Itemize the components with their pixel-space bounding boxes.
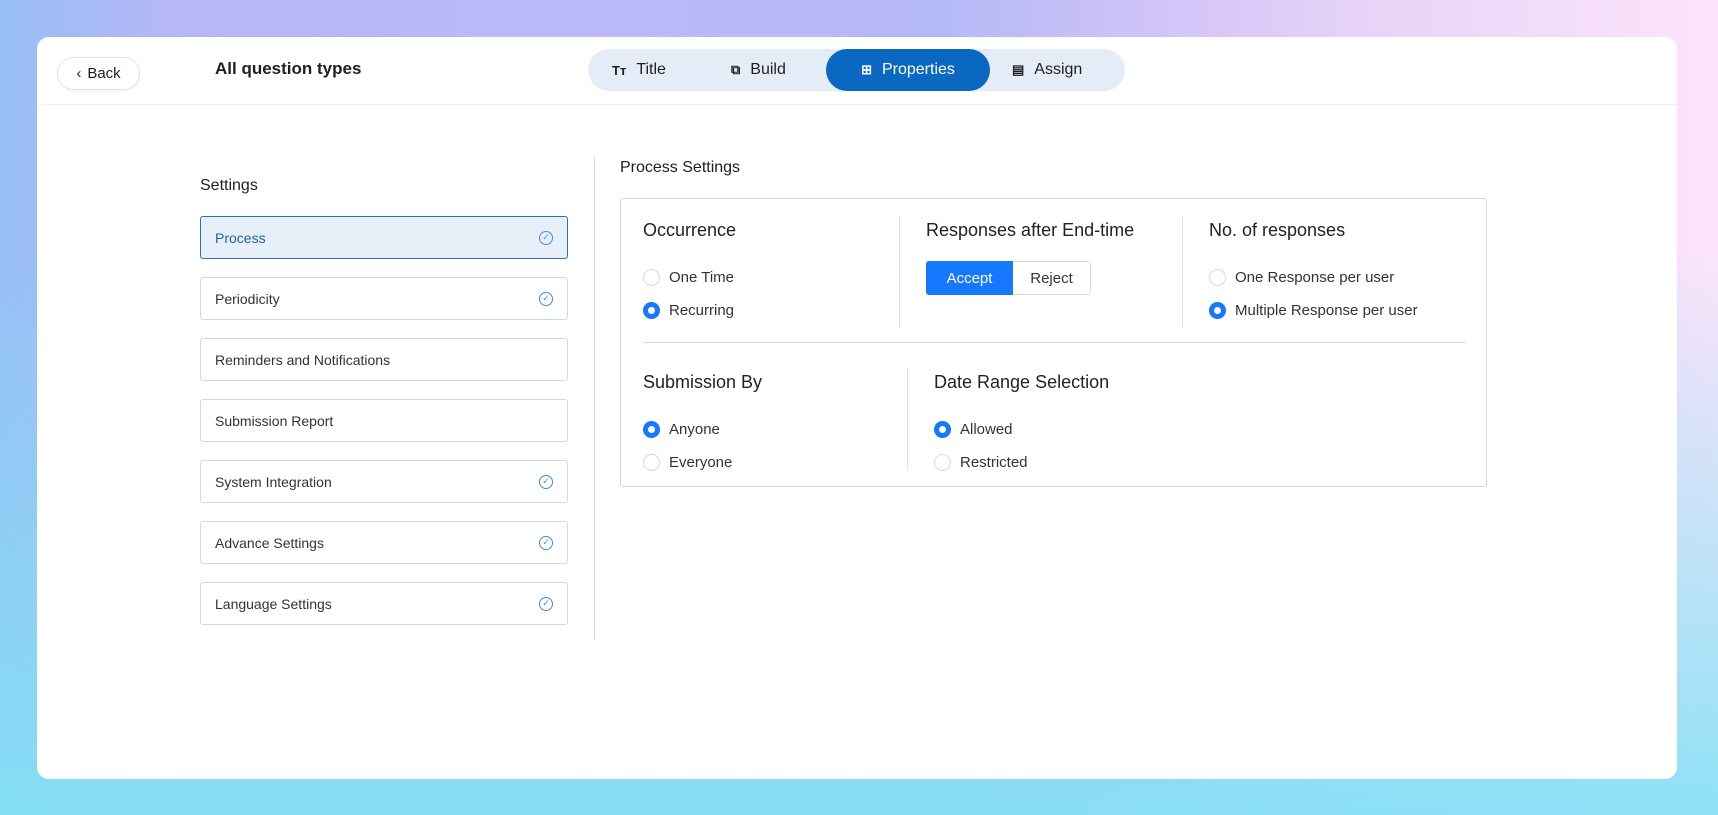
- blocks-icon: ⧉: [731, 62, 741, 77]
- responses-heading: No. of responses: [1209, 220, 1346, 240]
- accept-button[interactable]: Accept: [926, 261, 1013, 295]
- sidebar-item-label: Periodicity: [215, 290, 280, 307]
- tab-properties[interactable]: ⊞ Properties: [826, 49, 990, 91]
- radio-circle[interactable]: [643, 269, 660, 286]
- radio-multiple-response[interactable]: Multiple Response per user: [1209, 294, 1418, 327]
- responses-group: No. of responses One Response per user M…: [1209, 220, 1418, 327]
- tab-label: Assign: [1034, 61, 1083, 78]
- text-icon: Tт: [612, 62, 627, 78]
- check-circle-icon: ✓: [539, 596, 553, 611]
- radio-circle[interactable]: [643, 454, 660, 471]
- radio-one-time[interactable]: One Time: [643, 261, 736, 294]
- sidebar-item-label: Reminders and Notifications: [215, 351, 391, 368]
- back-button[interactable]: ‹ Back: [57, 57, 140, 90]
- radio-restricted[interactable]: Restricted: [934, 446, 1109, 479]
- vertical-divider: [594, 156, 595, 640]
- column-divider: [907, 368, 908, 470]
- check-circle-icon: ✓: [539, 230, 553, 245]
- sidebar-item-process[interactable]: Process ✓: [200, 216, 568, 259]
- occurrence-group: Occurrence One Time Recurring: [643, 220, 736, 327]
- radio-label: Anyone: [669, 421, 720, 438]
- process-settings-title: Process Settings: [620, 159, 741, 176]
- radio-circle-selected[interactable]: [934, 421, 951, 438]
- column-divider: [1182, 217, 1183, 327]
- occurrence-heading: Occurrence: [643, 220, 737, 240]
- sidebar-item-submission-report[interactable]: Submission Report: [200, 399, 568, 442]
- tab-label: Title: [636, 61, 666, 78]
- step-tabs: Tт Title ⧉ Build ⊞ Properties ▤ Assign: [588, 49, 1125, 91]
- sidebar-item-language-settings[interactable]: Language Settings ✓: [200, 582, 568, 625]
- radio-circle[interactable]: [934, 454, 951, 471]
- submission-heading: Submission By: [643, 372, 763, 392]
- tab-build[interactable]: ⧉ Build: [731, 49, 786, 91]
- radio-circle[interactable]: [1209, 269, 1226, 286]
- sliders-icon: ⊞: [861, 62, 872, 77]
- after-end-group: Responses after End-time Accept Reject: [926, 220, 1134, 295]
- sidebar-item-label: Submission Report: [215, 412, 334, 429]
- tab-label: Build: [750, 61, 786, 78]
- radio-label: Allowed: [960, 421, 1013, 438]
- sidebar-item-periodicity[interactable]: Periodicity ✓: [200, 277, 568, 320]
- section-divider: [643, 342, 1466, 343]
- check-circle-icon: ✓: [539, 291, 553, 306]
- radio-circle-selected[interactable]: [643, 421, 660, 438]
- date-range-group: Date Range Selection Allowed Restricted: [934, 372, 1109, 479]
- submission-group: Submission By Anyone Everyone: [643, 372, 762, 479]
- radio-one-response[interactable]: One Response per user: [1209, 261, 1418, 294]
- radio-circle-selected[interactable]: [1209, 302, 1226, 319]
- header-divider: [37, 104, 1677, 105]
- sidebar-item-label: System Integration: [215, 473, 332, 490]
- column-divider: [899, 217, 900, 327]
- main-card: ‹ Back All question types Tт Title ⧉ Build …: [37, 37, 1677, 779]
- check-circle-icon: ✓: [539, 474, 553, 489]
- radio-label: Restricted: [960, 454, 1028, 471]
- sidebar-item-label: Advance Settings: [215, 534, 324, 551]
- accept-reject-toggle: Accept Reject: [926, 261, 1134, 295]
- sidebar-item-system-integration[interactable]: System Integration ✓: [200, 460, 568, 503]
- radio-label: Multiple Response per user: [1235, 302, 1418, 319]
- radio-label: One Time: [669, 269, 735, 286]
- radio-anyone[interactable]: Anyone: [643, 413, 762, 446]
- radio-label: Everyone: [669, 454, 733, 471]
- check-circle-icon: ✓: [539, 535, 553, 550]
- radio-recurring[interactable]: Recurring: [643, 294, 736, 327]
- date-range-heading: Date Range Selection: [934, 372, 1110, 392]
- process-settings-panel: Occurrence One Time Recurring Responses …: [620, 198, 1487, 487]
- after-end-heading: Responses after End-time: [926, 220, 1135, 240]
- page-title: All question types: [215, 59, 362, 78]
- radio-allowed[interactable]: Allowed: [934, 413, 1109, 446]
- back-label: Back: [87, 65, 121, 82]
- tab-assign[interactable]: ▤ Assign: [1012, 49, 1082, 91]
- reject-button[interactable]: Reject: [1013, 261, 1091, 295]
- sidebar-item-label: Process: [215, 229, 266, 246]
- radio-everyone[interactable]: Everyone: [643, 446, 762, 479]
- radio-label: Recurring: [669, 302, 735, 319]
- assign-doc-icon: ▤: [1012, 62, 1025, 77]
- chevron-left-icon: ‹: [76, 65, 82, 82]
- sidebar-item-label: Language Settings: [215, 595, 332, 612]
- sidebar-item-advance-settings[interactable]: Advance Settings ✓: [200, 521, 568, 564]
- settings-heading: Settings: [200, 177, 258, 194]
- tab-label: Properties: [881, 61, 955, 78]
- sidebar-item-reminders[interactable]: Reminders and Notifications: [200, 338, 568, 381]
- radio-circle-selected[interactable]: [643, 302, 660, 319]
- tab-title[interactable]: Tт Title: [612, 49, 666, 91]
- radio-label: One Response per user: [1235, 269, 1395, 286]
